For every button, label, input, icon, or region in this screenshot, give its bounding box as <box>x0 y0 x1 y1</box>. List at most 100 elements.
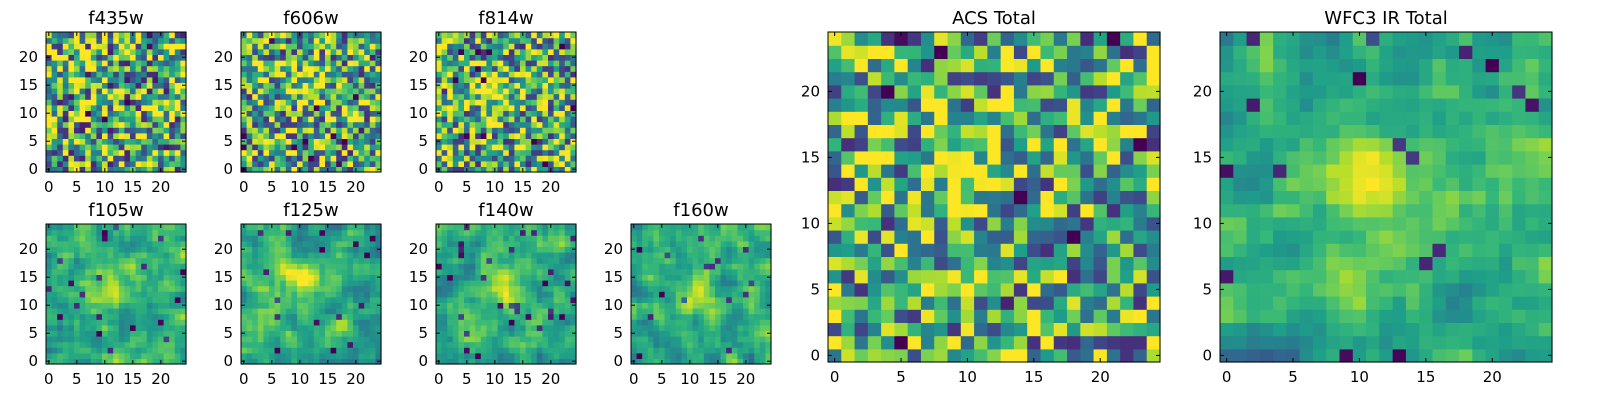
heatmap-cell <box>146 319 153 326</box>
heatmap-cell <box>559 358 566 365</box>
heatmap-cell <box>525 116 532 123</box>
heatmap-cell <box>364 336 371 343</box>
heatmap-cell <box>68 54 75 61</box>
heatmap-cell <box>475 138 482 145</box>
heatmap-cell <box>313 54 320 61</box>
heatmap-cell <box>174 352 181 359</box>
heatmap-cell <box>503 166 510 173</box>
heatmap-cell <box>536 352 543 359</box>
heatmap-cell <box>636 235 643 242</box>
heatmap-cell <box>163 93 170 100</box>
heatmap-cell <box>330 88 337 95</box>
heatmap-cell <box>514 48 521 55</box>
heatmap-cell <box>492 285 499 292</box>
heatmap-cell <box>364 138 371 145</box>
heatmap-cell <box>894 150 909 165</box>
heatmap-cell <box>894 177 909 191</box>
heatmap-cell <box>263 274 270 281</box>
heatmap-cell <box>263 166 270 173</box>
heatmap-cell <box>1093 177 1108 191</box>
heatmap-cell <box>152 149 159 156</box>
heatmap-cell <box>325 240 332 247</box>
heatmap-cell <box>492 54 499 61</box>
heatmap-cell <box>369 319 376 326</box>
heatmap-cell <box>514 149 521 156</box>
heatmap-cell <box>452 149 459 156</box>
heatmap-cell <box>536 82 543 89</box>
heatmap-cell <box>297 160 304 167</box>
heatmap-cell <box>124 60 131 67</box>
heatmap-cell <box>79 302 86 309</box>
heatmap-cell <box>492 324 499 331</box>
heatmap-cell <box>252 324 259 331</box>
heatmap-cell <box>441 166 448 173</box>
heatmap-cell <box>57 32 64 39</box>
heatmap-cell <box>62 347 69 354</box>
heatmap-cell <box>1027 203 1042 218</box>
heatmap-cell <box>62 252 69 259</box>
x-tick-label: 10 <box>95 178 114 196</box>
heatmap-cell <box>754 347 761 354</box>
heatmap-cell <box>480 257 487 264</box>
heatmap-cell <box>675 240 682 247</box>
heatmap-cell <box>1120 322 1135 337</box>
heatmap-cell <box>135 308 142 315</box>
heatmap-cell <box>514 127 521 134</box>
heatmap-cell <box>280 132 287 139</box>
heatmap-cell <box>85 121 92 128</box>
heatmap-cell <box>74 60 81 67</box>
heatmap-cell <box>163 252 170 259</box>
heatmap-cell <box>441 280 448 287</box>
heatmap-cell <box>447 280 454 287</box>
heatmap-cell <box>692 263 699 270</box>
heatmap-cell <box>347 160 354 167</box>
heatmap-cell <box>564 104 571 111</box>
x-tick-label: 5 <box>462 370 472 388</box>
heatmap-cell <box>285 313 292 320</box>
heatmap-cell <box>1053 216 1068 231</box>
heatmap-cell <box>642 352 649 359</box>
heatmap-cell <box>469 60 476 67</box>
heatmap-cell <box>107 308 114 315</box>
heatmap-cell <box>313 116 320 123</box>
heatmap-cell <box>1093 216 1108 231</box>
heatmap-cell <box>480 93 487 100</box>
heatmap-cell <box>497 127 504 134</box>
heatmap-cell <box>302 252 309 259</box>
heatmap-cell <box>475 263 482 270</box>
y-tick-label: 10 <box>409 296 428 314</box>
heatmap-cell <box>269 246 276 253</box>
heatmap-cell <box>480 155 487 162</box>
heatmap-cell <box>158 324 165 331</box>
heatmap-cell <box>715 308 722 315</box>
heatmap-cell <box>141 246 148 253</box>
heatmap-cell <box>241 336 248 343</box>
heatmap-cell <box>570 160 577 167</box>
heatmap-cell <box>564 336 571 343</box>
heatmap-cell <box>480 324 487 331</box>
heatmap-cell <box>841 164 856 178</box>
heatmap-cell <box>74 54 81 61</box>
heatmap-cell <box>246 302 253 309</box>
heatmap-cell <box>252 308 259 315</box>
heatmap-cell <box>280 82 287 89</box>
heatmap-cell <box>525 138 532 145</box>
heatmap-cell <box>486 319 493 326</box>
heatmap-cell <box>68 336 75 343</box>
heatmap-cell <box>1146 216 1161 231</box>
heatmap-cell <box>51 104 58 111</box>
heatmap-cell <box>325 285 332 292</box>
heatmap-cell <box>947 230 962 244</box>
heatmap-cell <box>353 144 360 151</box>
heatmap-cell <box>246 88 253 95</box>
heatmap-cell <box>336 235 343 242</box>
heatmap-cell <box>341 76 348 83</box>
heatmap-cell <box>531 60 538 67</box>
heatmap-cell <box>475 60 482 67</box>
heatmap-cell <box>525 313 532 320</box>
heatmap-cell <box>68 160 75 167</box>
heatmap-cell <box>559 54 566 61</box>
heatmap-cell <box>302 155 309 162</box>
heatmap-cell <box>369 121 376 128</box>
heatmap-cell <box>907 203 922 218</box>
